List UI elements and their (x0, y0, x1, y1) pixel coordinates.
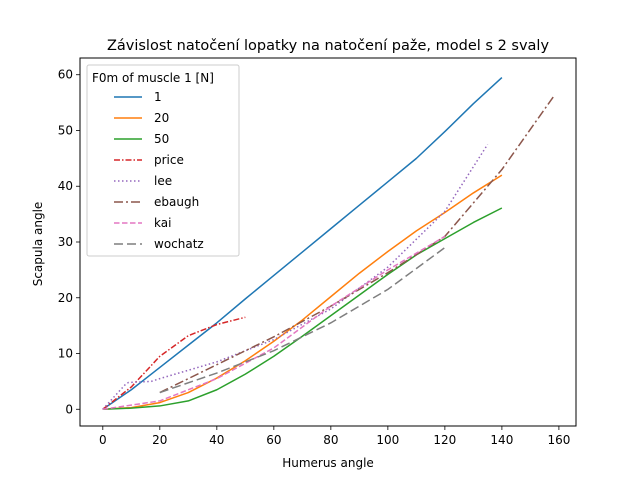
x-tick-label: 60 (266, 433, 281, 447)
legend-box (86, 64, 240, 257)
legend-label-kai: kai (154, 216, 171, 230)
x-tick-label: 160 (547, 433, 570, 447)
series-line-lee (102, 144, 489, 410)
y-tick-label: 60 (58, 68, 73, 82)
chart-title: Závislost natočení lopatky na natočení p… (107, 38, 550, 54)
series-line-1 (102, 76, 503, 410)
series-line-20 (102, 174, 503, 411)
x-tick-label: 100 (376, 433, 399, 447)
x-tick-label: 120 (433, 433, 456, 447)
legend-label-1: 1 (154, 90, 162, 104)
legend-label-wochatz: wochatz (154, 237, 204, 251)
y-tick-label: 50 (58, 123, 73, 137)
y-tick-label: 20 (58, 291, 73, 305)
y-tick-label: 0 (65, 402, 73, 416)
series-line-50 (102, 207, 503, 411)
x-tick-label: 140 (490, 433, 513, 447)
series-line-wochatz (159, 246, 446, 394)
series-line-kai (102, 235, 446, 411)
y-tick-label: 40 (58, 179, 73, 193)
x-tick-label: 0 (99, 433, 107, 447)
series-line-price (102, 316, 246, 410)
legend: F0m of muscle 1 [N] 1 20 50 price lee ebaugh k… (86, 64, 240, 257)
legend-title: F0m of muscle 1 [N] (92, 71, 214, 85)
x-tick-label: 40 (209, 433, 224, 447)
legend-label-price: price (154, 153, 184, 167)
x-axis-label: Humerus angle (282, 456, 374, 470)
legend-label-lee: lee (154, 174, 172, 188)
legend-label-ebaugh: ebaugh (154, 195, 199, 209)
legend-label-20: 20 (154, 111, 169, 125)
x-tick-label: 20 (152, 433, 167, 447)
x-tick-label: 80 (323, 433, 338, 447)
y-tick-label: 10 (58, 347, 73, 361)
y-tick-label: 30 (58, 235, 73, 249)
legend-items: 1 20 50 price lee ebaugh kai wochatz (114, 90, 204, 251)
legend-label-50: 50 (154, 132, 169, 146)
y-axis-label: Scapula angle (31, 202, 45, 287)
series-line-ebaugh (159, 96, 554, 394)
plot-area (102, 76, 554, 411)
